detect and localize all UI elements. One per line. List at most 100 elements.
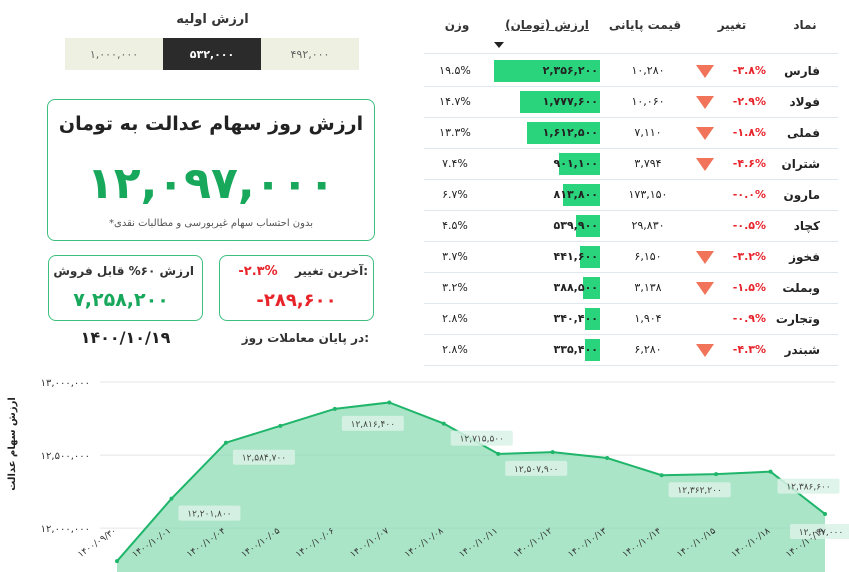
- row-change: -۰.۹%: [732, 312, 766, 325]
- chart-data-point[interactable]: [332, 406, 337, 411]
- row-divider: [424, 179, 838, 180]
- svg-text:۱۲,۵۰۷,۹۰۰: ۱۲,۵۰۷,۹۰۰: [514, 465, 558, 475]
- chart-data-point[interactable]: [278, 423, 283, 428]
- initial-value-option-532000[interactable]: ۵۳۲,۰۰۰: [163, 38, 261, 70]
- down-arrow-icon: [696, 344, 714, 357]
- row-symbol[interactable]: مارون: [783, 188, 820, 202]
- initial-value-title: ارزش اولیه: [176, 12, 249, 27]
- chart-data-point[interactable]: [496, 451, 501, 456]
- svg-text:۱۲,۵۸۴,۷۰۰: ۱۲,۵۸۴,۷۰۰: [242, 454, 286, 464]
- initial-value-option-492000[interactable]: ۴۹۲,۰۰۰: [261, 38, 359, 70]
- down-arrow-icon: [696, 158, 714, 171]
- row-value: ۱,۶۱۲,۵۰۰: [542, 126, 598, 139]
- row-weight: ۲.۸%: [442, 312, 468, 325]
- svg-text:۱۲,۳۶۲,۲۰۰: ۱۲,۳۶۲,۲۰۰: [677, 486, 721, 496]
- row-change: -۲.۹%: [732, 95, 766, 108]
- row-symbol[interactable]: وبملت: [782, 281, 820, 295]
- chart-data-point[interactable]: [115, 559, 119, 564]
- chart-data-label: ۱۲,۲۰۱,۸۰۰: [178, 505, 241, 521]
- row-symbol[interactable]: شبندر: [784, 343, 820, 357]
- row-divider: [424, 210, 838, 211]
- header-value[interactable]: ارزش (تومان): [505, 18, 589, 32]
- row-value: ۳۴۰,۴۰۰: [553, 312, 598, 325]
- row-price: ۶,۱۵۰: [634, 250, 662, 263]
- row-value-bar: [580, 246, 600, 268]
- end-of-trading-label: در پایان معاملات روز:: [241, 331, 369, 345]
- sort-desc-icon: [494, 42, 504, 48]
- row-price: ۱۰,۰۶۰: [631, 95, 665, 108]
- row-value-bar: [585, 308, 600, 330]
- row-change: -۱.۵%: [732, 281, 766, 294]
- down-arrow-icon: [696, 127, 714, 140]
- chart-data-label: ۱۲,۳۸۶,۶۰۰: [777, 478, 840, 494]
- row-weight: ۱۳.۳%: [439, 126, 471, 139]
- row-price: ۶,۲۸۰: [634, 343, 662, 356]
- row-divider: [424, 117, 838, 118]
- row-divider: [424, 365, 838, 366]
- row-change: -۰.۵%: [732, 219, 766, 232]
- row-price: ۳,۱۳۸: [634, 281, 662, 294]
- row-divider: [424, 334, 838, 335]
- chart-data-point[interactable]: [714, 472, 719, 477]
- chart-data-label: ۱۲,۵۸۴,۷۰۰: [232, 449, 295, 465]
- row-weight: ۷.۴%: [442, 157, 468, 170]
- row-value-bar: [520, 91, 600, 113]
- row-symbol[interactable]: شتران: [781, 157, 820, 171]
- row-symbol[interactable]: فخوز: [789, 250, 820, 264]
- down-arrow-icon: [696, 96, 714, 109]
- table-header-divider: [424, 53, 838, 54]
- chart-data-point[interactable]: [823, 511, 827, 516]
- last-change-card: [219, 255, 374, 321]
- initial-value-option-1000000[interactable]: ۱,۰۰۰,۰۰۰: [65, 38, 163, 70]
- row-change: -۴.۳%: [732, 343, 766, 356]
- chart-y-axis-label: ارزش سهام عدالت: [7, 397, 18, 491]
- chart-data-point[interactable]: [605, 456, 610, 460]
- header-price: قیمت پایانی: [608, 18, 682, 32]
- chart-data-point[interactable]: [659, 473, 664, 478]
- chart-data-label: ۱۲,۳۶۲,۲۰۰: [668, 482, 731, 498]
- row-price: ۷,۱۱۰: [634, 126, 662, 139]
- chart-area-fill: [117, 402, 825, 572]
- row-price: ۱۷۳,۱۵۰: [628, 188, 668, 201]
- chart-data-point[interactable]: [387, 400, 392, 405]
- chart-data-point[interactable]: [768, 469, 773, 474]
- chart-data-point[interactable]: [169, 496, 174, 501]
- row-price: ۳,۷۹۴: [634, 157, 662, 170]
- chart-data-label: ۱۲,۵۰۷,۹۰۰: [505, 460, 568, 476]
- chart-data-point[interactable]: [441, 421, 446, 426]
- main-value: ۱۲,۰۹۷,۰۰۰: [86, 158, 336, 209]
- row-value: ۸۱۳,۸۰۰: [553, 188, 598, 201]
- row-value: ۳۳۵,۴۰۰: [553, 343, 598, 356]
- svg-text:۱۲,۷۱۵,۵۰۰: ۱۲,۷۱۵,۵۰۰: [460, 435, 504, 445]
- main-value-title: ارزش روز سهام عدالت به تومان: [58, 113, 364, 135]
- row-divider: [424, 272, 838, 273]
- equity-value-chart: ۱۱,۷۷۴,۰۰۰۱۲,۲۰۱,۸۰۰۱۲,۵۸۴,۷۰۰۱۲,۸۱۶,۴۰۰…: [7, 378, 849, 572]
- row-weight: ۶.۷%: [442, 188, 468, 201]
- down-arrow-icon: [696, 251, 714, 264]
- row-divider: [424, 303, 838, 304]
- down-arrow-icon: [696, 65, 714, 78]
- row-symbol[interactable]: فارس: [784, 64, 820, 78]
- row-change: -۰.۰%: [732, 188, 766, 201]
- row-value-bar: [583, 277, 600, 299]
- last-change-percent: -۲.۳%: [238, 264, 278, 279]
- last-change-value: -۲۸۹,۶۰۰: [256, 290, 337, 311]
- row-value-bar: [576, 215, 600, 237]
- row-symbol[interactable]: فولاد: [789, 95, 820, 109]
- main-value-card: [47, 99, 375, 241]
- svg-text:۱۲,۰۹۷,۰۰۰: ۱۲,۰۹۷,۰۰۰: [799, 528, 843, 538]
- row-change: -۱.۸%: [732, 126, 766, 139]
- row-price: ۱,۹۰۴: [634, 312, 662, 325]
- row-value: ۴۴۱,۶۰۰: [553, 250, 598, 263]
- row-value: ۲,۳۵۶,۲۰۰: [542, 64, 598, 77]
- chart-data-point[interactable]: [550, 450, 555, 455]
- row-symbol[interactable]: فملی: [787, 126, 820, 140]
- row-symbol[interactable]: کچاد: [793, 219, 820, 233]
- row-weight: ۳.۲%: [442, 281, 468, 294]
- row-value-bar: [494, 60, 600, 82]
- row-change: -۳.۸%: [732, 64, 766, 77]
- row-value-bar: [527, 122, 600, 144]
- row-value: ۱,۷۷۷,۶۰۰: [542, 95, 598, 108]
- chart-data-point[interactable]: [223, 440, 228, 445]
- row-symbol[interactable]: وتجارت: [775, 312, 820, 326]
